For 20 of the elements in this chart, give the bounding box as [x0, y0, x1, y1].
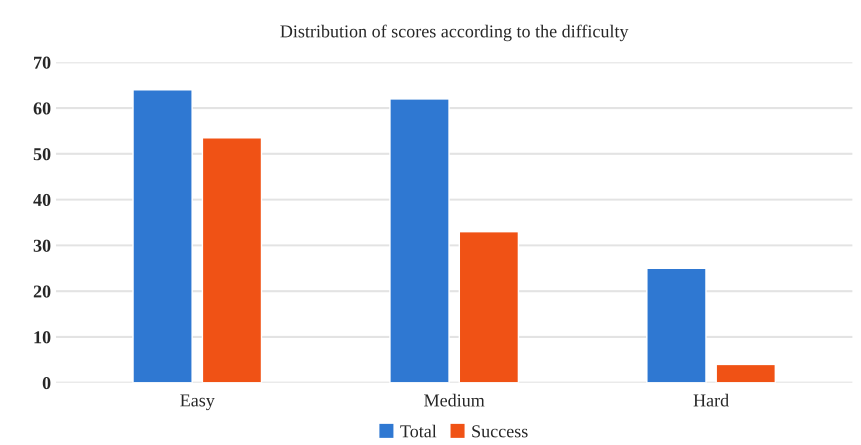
y-tick-label: 70	[34, 56, 50, 69]
bar	[646, 268, 707, 383]
x-tick-label: Medium	[424, 394, 484, 407]
y-tick-label: 0	[42, 376, 50, 390]
bar	[132, 89, 193, 383]
legend-label: Total	[400, 424, 436, 438]
y-tick-label: 60	[34, 102, 50, 115]
bar	[202, 137, 262, 383]
y-tick-label: 30	[34, 240, 50, 252]
bar	[389, 98, 450, 383]
legend-label: Success	[472, 425, 528, 438]
x-tick-label: Easy	[180, 394, 215, 410]
y-tick-label: 20	[34, 285, 50, 298]
chart-title: Distribution of scores according to the difficulty	[280, 24, 628, 42]
bar	[458, 230, 520, 383]
y-tick-label: 10	[34, 331, 50, 344]
y-tick-label: 50	[34, 148, 50, 160]
x-tick-label: Hard	[694, 394, 729, 407]
bar	[716, 364, 776, 383]
y-tick-label: 40	[33, 194, 50, 206]
